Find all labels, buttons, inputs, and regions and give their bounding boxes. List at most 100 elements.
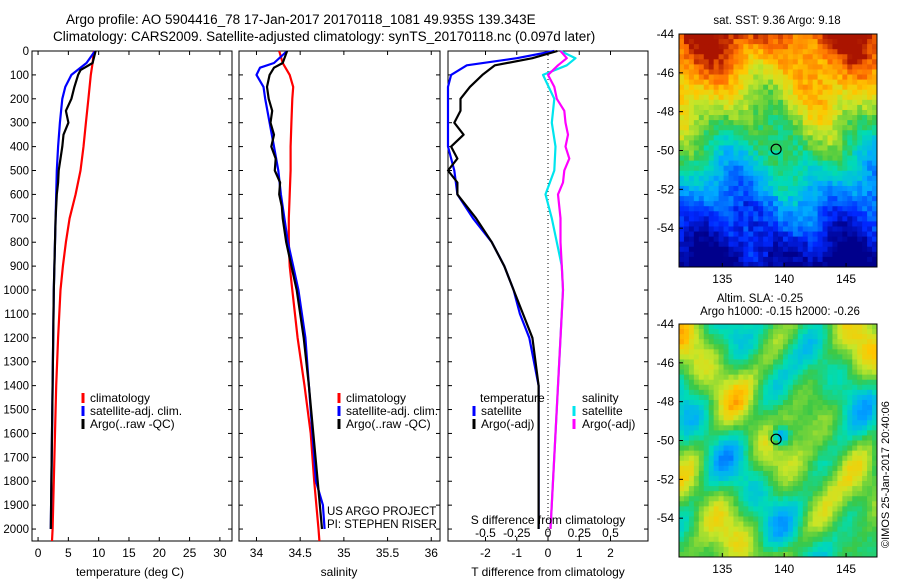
sla-cell <box>683 354 690 360</box>
sst-cell <box>867 226 873 232</box>
sla-cell <box>782 374 789 381</box>
sst-cell <box>693 140 700 146</box>
sst-cell <box>723 135 729 141</box>
sst-cell <box>768 44 774 50</box>
sst-cell <box>832 140 838 146</box>
sla-cell <box>723 526 729 533</box>
sst-cell <box>768 226 774 232</box>
sst-cell <box>723 44 729 50</box>
sst-cell <box>847 251 853 258</box>
sst-cell <box>733 160 739 167</box>
sst-cell <box>768 251 774 258</box>
sla-cell <box>787 475 794 482</box>
sst-cell <box>822 79 828 86</box>
sst-cell <box>753 135 759 141</box>
sla-cell <box>862 394 868 401</box>
sla-cell <box>817 546 823 553</box>
sla-cell <box>797 379 804 386</box>
sst-cell <box>768 216 774 222</box>
sst-cell <box>807 196 814 202</box>
sst-cell <box>733 120 739 126</box>
sst-cell <box>728 44 734 50</box>
sst-cell <box>703 150 710 156</box>
sla-cell <box>827 496 833 502</box>
sla-cell <box>832 405 838 411</box>
sla-cell <box>847 475 853 482</box>
sla-cell <box>688 354 695 360</box>
sst-cell <box>787 211 794 217</box>
sst-cell <box>832 145 838 151</box>
sla-cell <box>832 435 838 441</box>
sst-cell <box>713 231 719 238</box>
sst-cell <box>763 140 769 146</box>
sst-cell <box>782 64 789 70</box>
sla-cell <box>753 415 759 421</box>
sst-cell <box>688 231 695 238</box>
sla-cell <box>758 359 764 365</box>
sst-cell <box>792 104 799 111</box>
sst-cell <box>758 125 764 131</box>
sst-cell <box>852 64 858 70</box>
sla-cell <box>832 349 838 355</box>
sla-cell <box>782 481 789 487</box>
sst-cell <box>842 74 848 80</box>
sst-cell <box>847 44 853 50</box>
sla-cell <box>817 551 823 558</box>
sst-cell <box>773 241 779 248</box>
sla-cell <box>842 475 848 482</box>
sst-cell <box>693 160 700 167</box>
sst-cell <box>817 59 823 65</box>
sst-cell <box>817 175 823 182</box>
sla-cell <box>822 440 828 446</box>
sla-cell <box>768 430 774 436</box>
sst-cell <box>728 211 734 217</box>
sst-cell <box>723 175 729 182</box>
sla-cell <box>773 450 779 457</box>
sla-cell <box>862 329 868 335</box>
sst-cell <box>713 49 719 55</box>
sst-cell <box>817 261 823 268</box>
sst-cell <box>862 175 868 182</box>
sst-cell <box>713 261 719 268</box>
sst-cell <box>748 54 754 60</box>
sla-cell <box>683 470 690 477</box>
sst-cell <box>807 241 814 248</box>
sla-cell <box>807 445 814 452</box>
sla-cell <box>852 526 858 533</box>
sla-cell <box>703 425 710 431</box>
sst-cell <box>787 94 794 101</box>
sla-cell <box>773 470 779 477</box>
sst-cell <box>683 115 690 121</box>
sla-cell <box>758 521 764 528</box>
sst-cell <box>862 236 868 243</box>
sla-cell <box>792 354 799 360</box>
sla-cell <box>753 425 759 431</box>
sst-cell <box>832 211 838 217</box>
sla-cell <box>807 410 814 416</box>
sla-cell <box>847 374 853 381</box>
sst-cell <box>753 206 759 212</box>
sst-cell <box>753 211 759 217</box>
sla-cell <box>733 415 739 421</box>
sla-cell <box>758 430 764 436</box>
sst-cell <box>733 191 739 197</box>
sst-cell <box>688 115 695 121</box>
s-difference-label: S difference from climatology <box>471 513 626 527</box>
sst-cell <box>748 94 754 101</box>
sst-cell <box>817 216 823 222</box>
sla-cell <box>703 501 710 507</box>
sla-cell <box>698 450 705 457</box>
sla-cell <box>778 526 784 533</box>
sla-cell <box>713 389 719 396</box>
sla-cell <box>773 511 779 517</box>
temperature-plot-frame <box>31 50 233 542</box>
sst-cell <box>688 165 695 172</box>
sla-cell <box>832 501 838 507</box>
sla-cell <box>787 384 794 391</box>
sla-cell <box>862 526 868 533</box>
sst-cell <box>867 180 873 187</box>
sla-cell <box>768 546 774 553</box>
sla-cell <box>832 389 838 396</box>
sla-cell <box>852 455 858 462</box>
sst-cell <box>778 256 784 263</box>
